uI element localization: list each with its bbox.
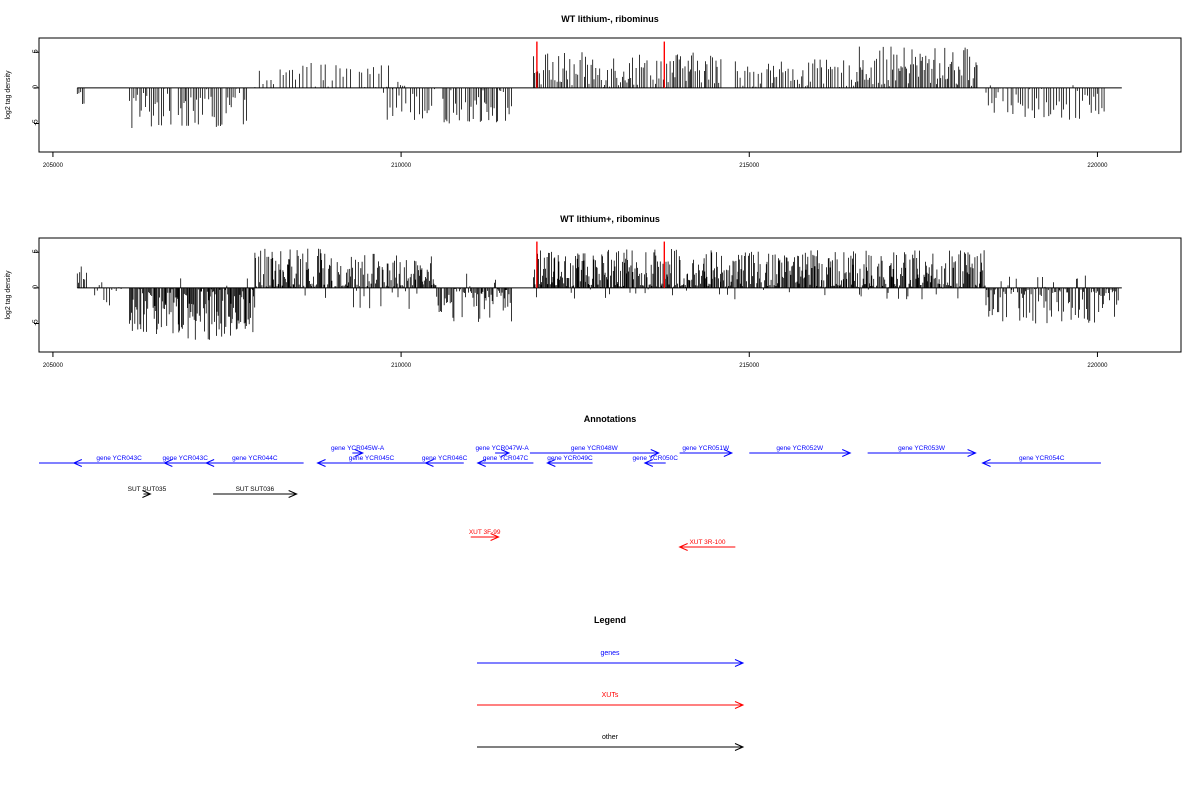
axes: 205000 210000 215000 220000 -5 0 5 <box>33 49 1109 169</box>
panel-title: WT lithium+, ribominus <box>560 214 660 224</box>
gene-arrowhead <box>163 459 173 467</box>
gene-arrowhead <box>981 459 991 467</box>
gene-arrowhead <box>546 459 556 467</box>
gene-label: gene YCR045W-A <box>331 445 385 452</box>
x-tick-label: 205000 <box>43 363 64 369</box>
other-arrowhead <box>142 490 152 498</box>
x-tick-label: 215000 <box>739 363 760 369</box>
xut-arrowhead <box>490 533 500 541</box>
x-tick-label: 205000 <box>43 163 64 169</box>
legend-label: genes <box>600 650 620 657</box>
legend-arrowhead <box>734 701 745 709</box>
gene-arrowhead <box>643 459 654 467</box>
xut-label: XUT 3F-99 <box>469 529 501 536</box>
gene-arrowhead <box>72 459 83 467</box>
gene-arrowhead <box>967 449 977 457</box>
gene-label: gene YCR054C <box>1019 455 1065 462</box>
other-features: SUT SUT035 SUT SUT036 <box>128 486 298 498</box>
gene-arrowhead <box>842 449 852 457</box>
legend-arrowhead <box>734 743 745 751</box>
gene-label: gene YCR045C <box>349 455 395 462</box>
y-tick-label: 5 <box>33 249 40 253</box>
legend-label: other <box>602 734 619 741</box>
y-axis-label: log2 tag density <box>5 270 12 320</box>
gene-label: gene YCR052W <box>776 445 824 452</box>
y-tick-label: -5 <box>33 119 40 125</box>
coverage-bars <box>76 241 1122 340</box>
x-tick-label: 210000 <box>391 363 412 369</box>
gene-arrowhead <box>500 449 511 457</box>
gene-label: gene YCR047W-A <box>475 445 529 452</box>
gene-arrowhead <box>476 459 486 467</box>
gene-label: gene YCR047C <box>483 455 529 462</box>
legend-item-other: other <box>477 734 745 751</box>
gene-arrowhead <box>650 449 660 457</box>
axes: 205000 210000 215000 220000 -5 0 5 <box>33 249 1109 369</box>
xut-arrowhead <box>678 543 688 551</box>
gene-label: gene YCR048W <box>571 445 619 452</box>
xut-label: XUT 3R-100 <box>689 539 725 546</box>
gene-label: gene YCR050C <box>633 455 679 462</box>
gene-label: gene YCR046C <box>422 455 468 462</box>
other-arrowhead <box>288 490 298 498</box>
y-axis-label: log2 tag density <box>5 70 12 120</box>
legend: Legend genes XUTs other <box>477 615 745 751</box>
gene-label: gene YCR049C <box>547 455 593 462</box>
plot-frame <box>38 37 1182 153</box>
plot-frame <box>38 237 1182 353</box>
gene-label: gene YCR053W <box>898 445 946 452</box>
gene-arrowhead <box>316 459 326 467</box>
other-label: SUT SUT036 <box>236 486 275 493</box>
gene-label: gene YCR051W <box>682 445 730 452</box>
legend-item-xuts: XUTs <box>477 692 745 709</box>
legend-title: Legend <box>594 615 626 625</box>
other-label: SUT SUT035 <box>128 486 167 493</box>
gene-label: gene YCR044C <box>232 455 278 462</box>
x-tick-label: 210000 <box>391 163 412 169</box>
x-tick-label: 220000 <box>1087 163 1108 169</box>
x-tick-label: 220000 <box>1087 363 1108 369</box>
y-tick-label: 0 <box>33 85 40 89</box>
legend-items: genes XUTs other <box>477 650 745 751</box>
annotations-title: Annotations <box>584 414 637 424</box>
gene-arrowhead <box>424 459 434 467</box>
legend-label: XUTs <box>602 692 619 699</box>
gene-arrowhead <box>204 459 215 467</box>
y-tick-label: 0 <box>33 285 40 289</box>
legend-item-genes: genes <box>477 650 745 667</box>
coverage-panel-lithium-minus: WT lithium-, ribominus log2 tag density … <box>5 14 1182 169</box>
annotations-track: Annotations gene YCR043C gene YCR043C gene… <box>39 414 1101 551</box>
gene-arrowhead <box>723 449 734 457</box>
panel-title: WT lithium-, ribominus <box>561 14 659 24</box>
gene-features: gene YCR043C gene YCR043C gene YCR044C gene… <box>39 445 1101 467</box>
gene-label: gene YCR043C <box>96 455 142 462</box>
x-tick-label: 215000 <box>739 163 760 169</box>
coverage-bars <box>76 41 1122 128</box>
legend-arrowhead <box>734 659 745 667</box>
xut-features: XUT 3F-99 XUT 3R-100 <box>469 529 736 551</box>
gene-label: gene YCR043C <box>163 455 209 462</box>
y-tick-label: -5 <box>33 319 40 325</box>
gene-arrowhead <box>354 449 365 457</box>
y-tick-label: 5 <box>33 49 40 53</box>
coverage-panel-lithium-plus: WT lithium+, ribominus log2 tag density … <box>5 214 1182 369</box>
